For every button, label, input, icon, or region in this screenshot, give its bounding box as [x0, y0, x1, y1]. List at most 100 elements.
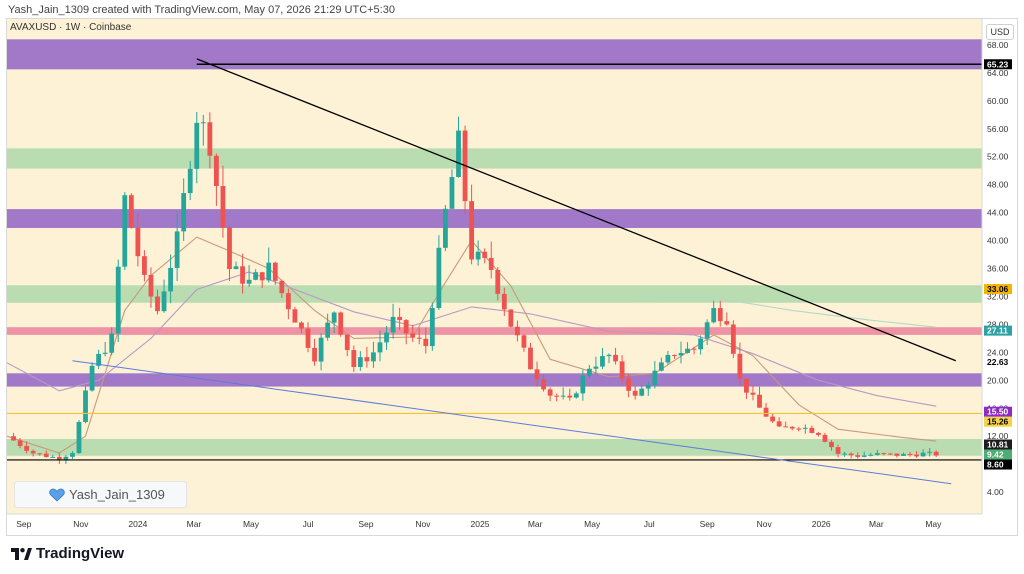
candle-down — [410, 324, 416, 342]
candle-body — [547, 389, 553, 396]
candle-body — [325, 322, 331, 338]
candle-body — [593, 366, 599, 369]
candle-up — [475, 240, 481, 266]
candle-down — [338, 311, 344, 337]
x-tick-label: Sep — [700, 519, 715, 529]
currency-selector[interactable]: USD — [986, 24, 1014, 40]
x-tick-label: May — [584, 519, 601, 529]
candle-down — [488, 241, 494, 279]
candle-up — [96, 349, 102, 370]
candle-body — [318, 337, 324, 362]
candle-down — [848, 452, 854, 459]
candle-down — [279, 279, 285, 298]
y-tick-label: 28.00 — [987, 319, 1009, 329]
price-label-bg — [984, 356, 1012, 367]
candle-body — [194, 122, 200, 169]
candle-up — [377, 330, 383, 362]
candle-up — [652, 361, 658, 389]
drawn-lines-layer — [7, 58, 982, 485]
candle-down — [305, 322, 311, 353]
candle-body — [181, 193, 187, 232]
price-label: 15.26 — [984, 416, 1012, 427]
candle-up — [901, 452, 906, 456]
price-label: 65.23 — [984, 59, 1012, 70]
candle-down — [17, 437, 23, 449]
candle-body — [410, 333, 416, 338]
candle-down — [423, 327, 429, 354]
candle-body — [213, 155, 219, 187]
candle-body — [305, 328, 311, 348]
candle-body — [344, 334, 350, 351]
candle-down — [907, 451, 913, 457]
candle-body — [868, 454, 874, 456]
candle-down — [142, 250, 147, 282]
x-tick-label: Mar — [187, 519, 202, 529]
candle-body — [541, 379, 546, 390]
candle-down — [272, 261, 278, 285]
candle-up — [325, 313, 331, 341]
price-label-bg — [984, 416, 1012, 427]
candle-down — [416, 327, 422, 345]
y-tick-label: 64.00 — [987, 68, 1009, 78]
candle-body — [436, 247, 442, 308]
candle-up — [168, 254, 173, 304]
candle-down — [495, 267, 501, 301]
candle-body — [528, 347, 533, 370]
candle-down — [613, 347, 618, 365]
x-tick-label: Mar — [869, 519, 884, 529]
candle-body — [711, 308, 717, 323]
candle-up — [580, 369, 586, 401]
candle-up — [266, 247, 272, 283]
candle-body — [63, 456, 69, 461]
candle-up — [384, 325, 389, 350]
candle-down — [894, 453, 900, 458]
candle-up — [357, 351, 363, 371]
header-credit: Yash_Jain_1309 created with TradingView.… — [8, 4, 395, 16]
candle-body — [685, 348, 690, 353]
y-tick-label: 48.00 — [987, 180, 1009, 190]
footer-brand[interactable]: TradingView — [10, 545, 124, 562]
candle-body — [285, 293, 291, 310]
y-tick-label: 68.00 — [987, 40, 1009, 50]
candle-body — [488, 257, 494, 270]
price-label: 10.81 — [984, 439, 1012, 450]
candle-body — [691, 348, 697, 350]
candle-body — [338, 312, 344, 335]
candle-body — [128, 195, 134, 228]
candle-body — [364, 357, 370, 362]
y-tick-label: 36.00 — [987, 264, 1009, 274]
candle-up — [711, 300, 717, 324]
candle-body — [619, 361, 625, 379]
candle-body — [115, 266, 121, 334]
candle-down — [344, 334, 350, 357]
x-tick-label: Nov — [757, 519, 773, 529]
candle-down — [482, 248, 488, 264]
candle-body — [142, 256, 147, 275]
candle-body — [11, 436, 16, 441]
price-label: 27.11 — [984, 325, 1012, 336]
candle-up — [802, 424, 808, 434]
price-label-bg — [984, 439, 1012, 450]
candle-body — [652, 370, 658, 385]
candle-up — [122, 192, 128, 271]
candle-body — [560, 395, 566, 397]
candle-body — [639, 388, 645, 396]
candle-body — [312, 347, 317, 362]
candle-body — [266, 262, 272, 281]
ma-long — [635, 295, 937, 328]
candle-body — [357, 357, 363, 367]
candle-up — [842, 451, 847, 457]
candle-body — [783, 426, 789, 428]
candle-body — [475, 251, 481, 260]
candle-up — [665, 350, 671, 365]
candle-body — [920, 452, 926, 457]
candle-body — [933, 451, 939, 456]
candle-body — [397, 316, 403, 321]
watermark-text: Yash_Jain_1309 — [69, 487, 165, 502]
candle-body — [554, 395, 560, 397]
price-label-text: 22.63 — [987, 357, 1009, 367]
author-watermark: Yash_Jain_1309 — [14, 481, 187, 508]
candle-up — [658, 357, 664, 372]
candle-up — [868, 452, 874, 457]
